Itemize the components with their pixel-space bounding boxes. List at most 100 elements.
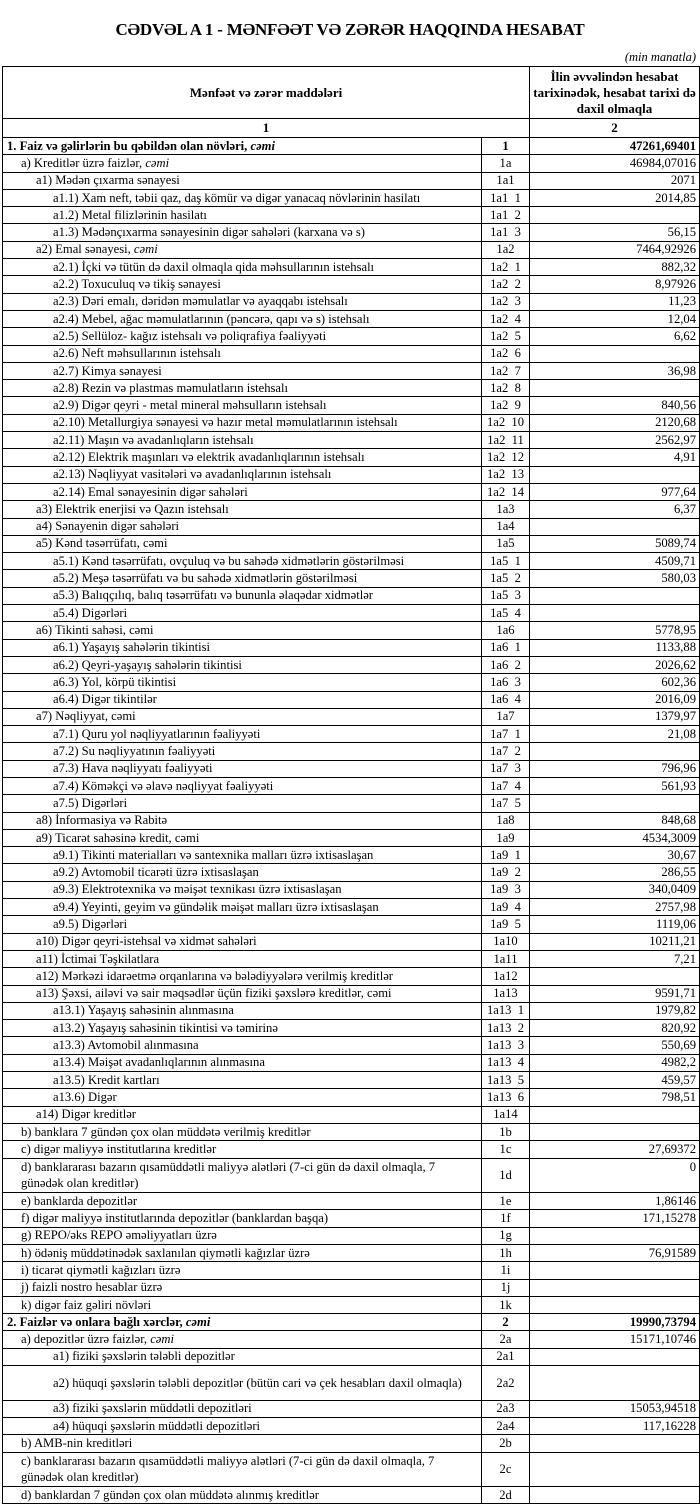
row-label-text: a13) Şəxsi, ailəvi və sair məqsədlər üçü… [36,986,392,1001]
row-code: 1a7 [481,707,530,727]
row-value [529,344,700,363]
row-value [529,206,700,225]
row-label-text: a9) Ticarət sahəsinə kredit, cəmi [36,830,200,845]
row-label-suffix: cəmi [250,138,275,153]
row-value: 117,16228 [529,1416,700,1436]
row-label-text: a5.3) Balıqçılıq, balıq təsərrüfatı və b… [53,588,373,603]
row-label-text: a4) Sənayenin digər sahələri [36,519,180,534]
row-label-text: a9.2) Avtomobil ticarəti üzrə ixtisaslaş… [53,865,259,880]
row-code: 2a2 [481,1365,530,1401]
row-code: 1e [481,1192,530,1211]
table-row: b) banklara 7 gündən çox olan müddətə ve… [2,1122,700,1142]
row-code: 1a1 1 [481,188,530,208]
table-row: g) REPO/əks REPO əməliyyatları üzrə 1g [2,1226,700,1246]
row-label: a5.1) Kənd təsərrüfatı, ovçuluq və bu sa… [2,552,482,571]
row-code: 1d [481,1157,530,1194]
row-label-text: a14) Digər kreditlər [36,1107,137,1122]
row-label-text: j) faizli nostro hesablar üzrə [21,1280,163,1295]
row-label-text: a7.5) Digərləri [53,795,128,810]
table-row: a2.10) Metallurgiya sənayesi və hazır me… [2,413,700,433]
row-label: a) Kreditlər üzrə faizlər, cəmi [2,154,482,173]
row-code: 1a9 5 [481,915,530,934]
row-label-text: a6.1) Yaşayış sahələrin tikintisi [53,640,211,655]
row-label: a12) Mərkəzi idarəetmə orqanlarına və bə… [2,967,482,986]
row-label-text: a2.13) Nəqliyyat vasitələri və avadanlıq… [53,467,332,482]
row-code: 1a7 4 [481,776,530,796]
row-value [529,1434,700,1453]
row-code: 1a2 2 [481,275,530,294]
row-label: a13.6) Digər [2,1088,482,1107]
table-row: 1. Faiz və gəlirlərin bu qəbildən olan n… [2,136,700,156]
row-label-text: a5.4) Digərləri [53,605,128,620]
row-label: a2.3) Dəri emalı, dəridən məmulatlar və … [2,292,482,311]
row-value: 11,23 [529,292,700,311]
header-num-2: 2 [529,118,700,138]
row-label-text: 2. Faizlər və onlara bağlı xərclər, [7,1314,186,1329]
row-label-text: a2) Emal sənayesi, [36,242,134,257]
row-code: 1a2 6 [481,344,530,363]
table-row: c) digər maliyyə institutlarına kreditlə… [2,1140,700,1159]
table-row: a14) Digər kreditlər 1a14 [2,1105,700,1124]
row-label: a9.3) Elektrotexnika və məişət texnikası… [2,880,482,900]
row-label: a3) Elektrik enerjisi və Qazın istehsalı [2,500,482,519]
row-label: a2.2) Toxuculuq və tikiş sənayesi [2,275,482,294]
row-code: 1a12 [481,967,530,986]
row-label-text: c) digər maliyyə institutlarına kreditlə… [21,1141,217,1156]
row-value: 2014,85 [529,188,700,208]
row-value [529,586,700,606]
row-value: 76,91589 [529,1243,700,1263]
row-value [529,465,700,484]
row-label-text: a9.1) Tikinti materialları və santexnika… [53,847,374,862]
row-value [529,379,700,398]
row-label: g) REPO/əks REPO əməliyyatları üzrə [2,1226,482,1246]
row-label-text: a13.3) Avtomobil alınmasına [53,1038,199,1053]
row-code: 1a2 1 [481,258,530,277]
table-row: a2.11) Maşın və avadanlıqların istehsalı… [2,431,700,450]
row-value: 340,0409 [529,880,700,900]
page-title: CƏDVƏL A 1 - MƏNFƏƏT VƏ ZƏRƏR HAQQINDA H… [115,20,585,39]
table-row: a9.3) Elektrotexnika və məişət texnikası… [2,880,700,900]
table-row: a13.6) Digər 1a13 6 798,51 [2,1088,700,1107]
row-label: a2.9) Digər qeyri - metal mineral məhsul… [2,396,482,415]
row-code: 1a2 11 [481,431,530,450]
row-value: 15171,10746 [529,1330,700,1349]
row-code: 1a8 [481,811,530,830]
row-code: 1a2 14 [481,482,530,502]
row-label: a6.2) Qeyri-yaşayış sahələrin tikintisi [2,655,482,675]
row-label: c) digər maliyyə institutlarına kreditlə… [2,1140,482,1159]
row-code: 2d [481,1486,530,1505]
table-row: a9.5) Digərləri 1a9 5 1119,06 [2,915,700,934]
table-row: h) ödəniş müddətinədək saxlanılan qiymət… [2,1243,700,1263]
row-code: 1a2 3 [481,292,530,311]
table-row: a1.3) Mədənçıxarma sənayesinin digər sah… [2,223,700,242]
row-code: 1a13 5 [481,1071,530,1090]
row-value: 5089,74 [529,534,700,554]
row-label-text: a7.1) Quru yol nəqliyyatlarının fəaliyyə… [53,726,261,741]
row-label-text: a7.3) Hava nəqliyyatı fəaliyyəti [53,761,213,776]
row-value: 798,51 [529,1088,700,1107]
row-code: 1a2 4 [481,309,530,329]
row-label-text: a6) Tikinti sahəsi, cəmi [36,622,154,637]
row-code: 2c [481,1451,530,1488]
row-code: 1a4 [481,517,530,536]
table-row: a4) Sənayenin digər sahələri 1a4 [2,517,700,536]
row-label-text: i) ticarət qiymətli kağızları üzrə [21,1262,181,1277]
row-code: 1a9 3 [481,880,530,900]
row-label-text: a2.4) Mebel, ağac məmulatlarının (pəncər… [53,311,370,326]
table-row: a) Kreditlər üzrə faizlər, cəmi 1a 46984,0… [2,154,700,173]
table-row: i) ticarət qiymətli kağızları üzrə 1i [2,1261,700,1280]
row-code: 1a13 6 [481,1088,530,1107]
row-value: 7,21 [529,949,700,969]
row-value: 4509,71 [529,552,700,571]
row-label-text: a9.5) Digərləri [53,917,128,931]
row-label-text: a10) Digər qeyri-istehsal və xidmət sahə… [36,934,257,949]
row-value: 820,92 [529,1019,700,1038]
row-value: 796,96 [529,759,700,778]
row-code: 1a10 [481,932,530,951]
row-label: a4) hüquqi şəxslərin müddətli depozitlər… [2,1416,482,1436]
table-row: a8) İnformasiya və Rabitə 1a8 848,68 [2,811,700,830]
row-code: 1a13 [481,984,530,1003]
row-value [529,1278,700,1297]
row-value: 1979,82 [529,1001,700,1021]
row-label: a2.13) Nəqliyyat vasitələri və avadanlıq… [2,465,482,484]
